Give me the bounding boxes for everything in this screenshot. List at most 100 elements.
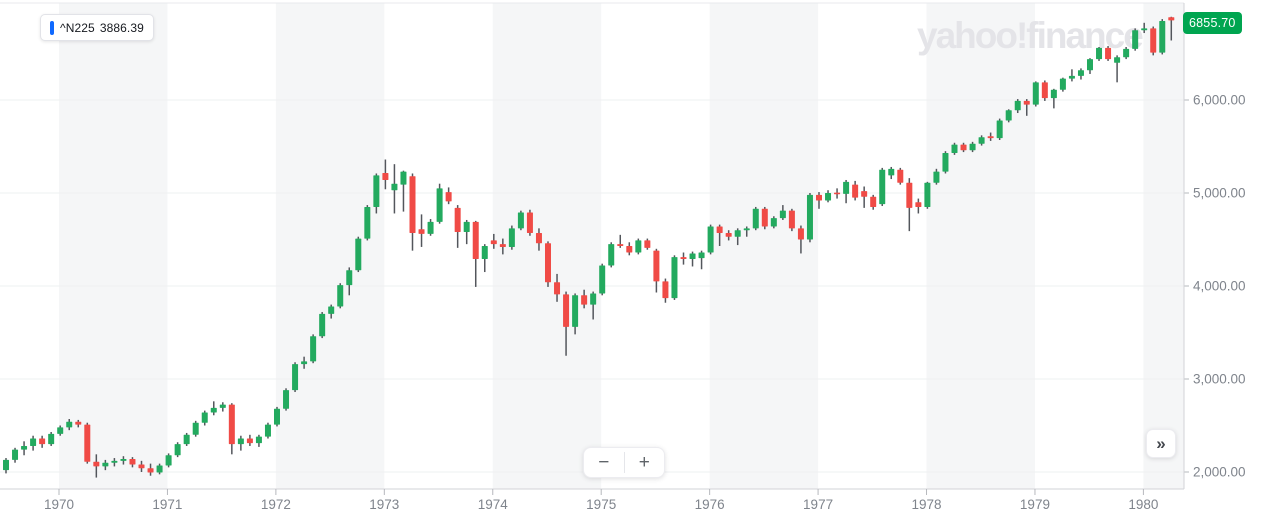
candle[interactable] [292,362,299,393]
candle[interactable] [617,234,624,248]
candle[interactable] [544,241,551,287]
scroll-right-button[interactable]: » [1146,429,1176,458]
candle[interactable] [815,192,822,209]
candle[interactable] [84,422,91,464]
candle[interactable] [1132,28,1139,51]
candle[interactable] [1059,77,1066,92]
candle[interactable] [671,255,678,300]
candle[interactable] [102,459,109,471]
candle[interactable] [879,167,886,207]
candle[interactable] [48,432,55,446]
candle[interactable] [590,291,597,320]
candle[interactable] [870,194,877,210]
candle[interactable] [508,225,515,250]
candle[interactable] [743,226,750,237]
candle[interactable] [517,210,524,231]
candle[interactable] [572,293,579,335]
candle[interactable] [409,173,416,251]
candle[interactable] [255,434,262,447]
candle[interactable] [680,252,687,265]
candle[interactable] [138,460,145,472]
candle[interactable] [924,181,931,209]
candle[interactable] [861,186,868,208]
candle[interactable] [481,244,488,273]
candle[interactable] [635,238,642,255]
candle[interactable] [725,230,732,241]
candle[interactable] [210,401,217,416]
candle[interactable] [201,410,208,426]
candle[interactable] [888,166,895,180]
candle[interactable] [165,453,172,468]
candle[interactable] [156,463,163,475]
candle[interactable] [915,198,922,214]
candle[interactable] [942,151,949,174]
candle[interactable] [581,289,588,309]
candle[interactable] [834,188,841,199]
candle[interactable] [1141,22,1148,34]
candle[interactable] [3,458,9,474]
candle[interactable] [825,190,832,203]
candle[interactable] [770,216,777,229]
candle[interactable] [301,356,308,369]
candle[interactable] [535,228,542,251]
candle[interactable] [382,159,389,190]
candle[interactable] [445,187,452,205]
candle[interactable] [526,209,533,236]
candle[interactable] [644,238,651,250]
candle[interactable] [66,418,73,431]
candle[interactable] [454,205,461,248]
candle[interactable] [797,225,804,254]
candle[interactable] [346,267,353,296]
candle[interactable] [761,206,768,230]
candle[interactable] [978,135,985,146]
candle[interactable] [328,304,335,319]
candle[interactable] [987,132,994,141]
candle[interactable] [608,242,615,268]
candle[interactable] [734,228,741,246]
candle[interactable] [355,236,362,273]
candle[interactable] [1123,46,1130,60]
candle[interactable] [147,463,154,476]
candle[interactable] [120,456,127,465]
candle[interactable] [698,250,705,270]
candle[interactable] [237,435,244,451]
candle[interactable] [192,420,199,437]
candle[interactable] [906,178,913,232]
candle[interactable] [843,179,850,204]
candle[interactable] [1096,46,1103,61]
candle[interactable] [93,454,100,478]
candle[interactable] [499,238,506,255]
candle[interactable] [472,220,479,287]
candle[interactable] [436,183,443,224]
candle[interactable] [21,441,28,456]
candle[interactable] [364,205,371,241]
candle[interactable] [806,193,813,243]
candle[interactable] [969,141,976,153]
candle[interactable] [174,442,181,458]
candle[interactable] [599,263,606,296]
candle[interactable] [228,403,235,455]
candle[interactable] [400,170,407,212]
candle[interactable] [219,402,226,412]
candle[interactable] [75,419,82,428]
candle[interactable] [653,248,660,293]
candle[interactable] [1023,99,1030,116]
candle[interactable] [1114,55,1121,83]
candle[interactable] [283,388,290,411]
candle[interactable] [39,435,46,448]
candle[interactable] [1086,58,1093,74]
candle[interactable] [996,118,1003,140]
candle[interactable] [1150,26,1157,56]
candle[interactable] [852,180,859,201]
candle[interactable] [373,173,380,214]
candle[interactable] [264,422,271,439]
zoom-out-button[interactable]: − [584,448,624,477]
candle[interactable] [1050,88,1057,109]
candle[interactable] [111,458,118,467]
candle[interactable] [662,278,669,303]
candle[interactable] [490,233,497,249]
candle[interactable] [626,242,633,256]
candle[interactable] [1077,68,1084,80]
candle[interactable] [933,168,940,185]
candle[interactable] [337,283,344,309]
